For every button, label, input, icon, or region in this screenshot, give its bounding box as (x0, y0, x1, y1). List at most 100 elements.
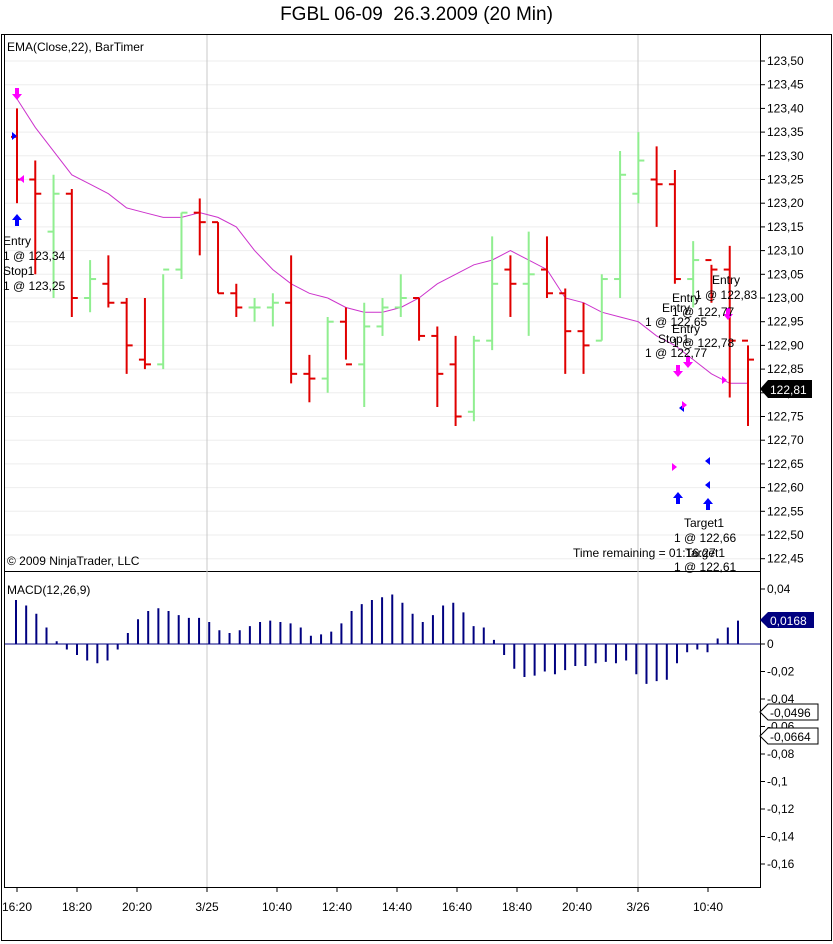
annotation-target-2: Target1 1 @ 122,61 (674, 546, 737, 574)
ohlc-bar (376, 298, 389, 336)
entry-arrow-icon (673, 365, 683, 377)
fill-marker-icon (19, 175, 24, 183)
ohlc-bar (65, 188, 78, 317)
ohlc-bar (632, 132, 645, 204)
ohlc-bar (668, 170, 681, 284)
price-tick-label: 122,50 (767, 528, 804, 542)
time-tick-label: 10:40 (693, 900, 723, 914)
target-arrow-icon (703, 498, 713, 510)
ohlc-bar (486, 236, 499, 351)
time-tick-label: 20:40 (562, 900, 592, 914)
ohlc-bar (614, 151, 627, 298)
macd-tick-label: -0,02 (767, 665, 795, 679)
ohlc-bar (467, 335, 480, 422)
ohlc-bar (504, 255, 517, 317)
price-tick-label: 123,50 (767, 54, 804, 68)
macd-axis: 0,040-0,02-0,04-0,06-0,08-0,1-0,12-0,14-… (5, 582, 795, 871)
indicator-label: EMA(Close,22), BarTimer (7, 40, 144, 54)
price-tick-label: 122,85 (767, 362, 804, 376)
ohlc-bar (595, 274, 608, 342)
ohlc-bar (358, 302, 371, 408)
ohlc-bar (559, 288, 572, 374)
chart-outer-frame (1, 34, 832, 941)
ohlc-bar (687, 241, 700, 308)
fill-marker-icon (12, 132, 17, 140)
price-tick-label: 122,70 (767, 433, 804, 447)
price-tick-label: 123,40 (767, 101, 804, 115)
price-tick-label: 122,95 (767, 315, 804, 329)
price-tick-label: 122,75 (767, 410, 804, 424)
macd-avg-value: -0,0496 (770, 706, 811, 720)
ohlc-bar (723, 245, 736, 398)
ohlc-bar (705, 259, 718, 303)
last-price-value: 122,81 (770, 383, 807, 397)
ohlc-bar (266, 293, 279, 327)
time-tick-label: 3/25 (195, 900, 219, 914)
ohlc-bars (11, 108, 754, 426)
macd-tick-label: -0,12 (767, 802, 795, 816)
fill-marker-icon (682, 401, 687, 409)
price-tick-label: 122,55 (767, 504, 804, 518)
annotation-entry-4: Entry 1 @ 122,78 (672, 322, 735, 350)
ohlc-bar (193, 198, 206, 256)
ohlc-bar (230, 283, 243, 317)
fill-marker-icon (705, 457, 710, 465)
gridlines (5, 35, 760, 887)
trade-markers (12, 88, 733, 510)
fill-marker-icon (672, 463, 677, 471)
macd-value: 0,0168 (770, 614, 807, 628)
time-remaining-text: Time remaining = 01:16:27 (573, 546, 716, 560)
ohlc-bar (248, 298, 261, 322)
price-tick-label: 122,60 (767, 481, 804, 495)
time-tick-label: 18:40 (502, 900, 532, 914)
target-arrow-icon (12, 214, 22, 226)
entry-arrow-icon (12, 88, 22, 100)
annotation-entry-5: Entry 1 @ 122,83 (695, 273, 758, 302)
annotation-entry-1: Entry 1 @ 123,34 (3, 234, 66, 263)
price-tick-label: 122,65 (767, 457, 804, 471)
price-tick-label: 123,30 (767, 149, 804, 163)
chart-title: FGBL 06-09 26.3.2009 (20 Min) (280, 4, 553, 25)
annotation-entry-2: Entry 1 @ 122,77 (672, 291, 735, 319)
annotation-target-1: Target1 1 @ 122,66 (674, 516, 737, 545)
time-tick-label: 16:40 (442, 900, 472, 914)
time-tick-label: 18:20 (62, 900, 92, 914)
macd-value-tag: 0,0168 (760, 612, 814, 628)
annotation-stop-2: Stop1 1 @ 122,77 (645, 332, 708, 360)
ohlc-bar (321, 316, 334, 393)
ohlc-bar (339, 307, 352, 366)
ohlc-bar (157, 268, 170, 370)
macd-tick-label: -0,16 (767, 857, 795, 871)
ohlc-bar (431, 326, 444, 408)
price-tick-label: 123,25 (767, 173, 804, 187)
ohlc-bar (285, 255, 298, 384)
price-tick-label: 123,10 (767, 244, 804, 258)
time-axis: 16:20 18:20 20:20 3/25 10:40 12:40 14:40 16:40 1… (2, 887, 723, 914)
ohlc-bar (47, 174, 60, 298)
price-tick-label: 123,20 (767, 196, 804, 210)
macd-avg-tag: -0,0496 (759, 703, 819, 721)
macd-histogram (15, 594, 739, 684)
fill-marker-icon (722, 376, 727, 384)
ohlc-bar (29, 160, 42, 275)
ohlc-bar (650, 146, 663, 227)
time-tick-label: 20:20 (122, 900, 152, 914)
price-tick-label: 123,00 (767, 291, 804, 305)
ohlc-bar (303, 354, 316, 403)
copyright-text: © 2009 NinjaTrader, LLC (7, 554, 140, 568)
price-tick-label: 123,05 (767, 267, 804, 281)
price-tick-label: 123,35 (767, 125, 804, 139)
time-tick-label: 14:40 (382, 900, 412, 914)
macd-diff-value: -0,0664 (770, 730, 811, 744)
entry-arrow-icon (683, 356, 693, 368)
ohlc-bar (120, 298, 133, 374)
ohlc-bar (413, 297, 426, 341)
ohlc-bar (102, 255, 115, 308)
time-tick-label: 3/26 (626, 900, 650, 914)
ohlc-bar (522, 231, 535, 336)
ohlc-bar (540, 236, 553, 298)
macd-diff-tag: -0,0664 (759, 727, 819, 745)
fill-marker-icon (705, 481, 710, 489)
ohlc-bar (449, 335, 462, 426)
